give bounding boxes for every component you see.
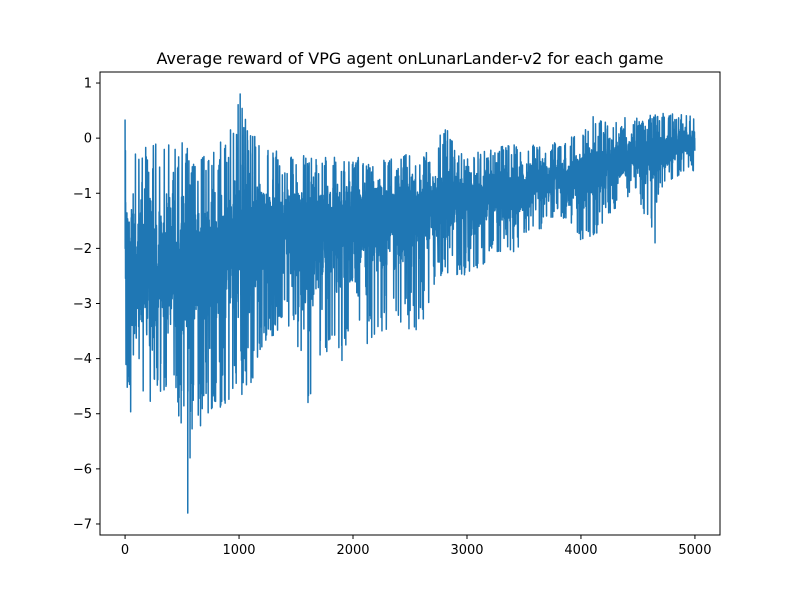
y-tick-label: −4: [73, 352, 92, 367]
reward-series-line: [124, 93, 696, 514]
x-tick-label: 1000: [222, 543, 255, 558]
x-tick-label: 4000: [564, 543, 597, 558]
x-tick-label: 5000: [678, 543, 711, 558]
y-tick-label: 1: [84, 77, 92, 92]
x-tick-label: 3000: [450, 543, 483, 558]
x-axis: 0 1000 2000 3000 4000 5000: [121, 535, 711, 558]
y-tick-label: −3: [73, 297, 92, 312]
y-tick-label: −2: [73, 242, 92, 257]
y-tick-label: 0: [84, 132, 92, 147]
plot-series: [124, 93, 696, 514]
y-tick-label: −7: [73, 517, 92, 532]
x-tick-label: 2000: [336, 543, 369, 558]
y-tick-label: −6: [73, 462, 92, 477]
chart-title: Average reward of VPG agent onLunarLande…: [156, 49, 663, 68]
y-axis: −7 −6 −5 −4 −3 −2 −1 0 1: [73, 77, 100, 532]
y-tick-label: −1: [73, 187, 92, 202]
x-tick-label: 0: [121, 543, 129, 558]
y-tick-label: −5: [73, 407, 92, 422]
